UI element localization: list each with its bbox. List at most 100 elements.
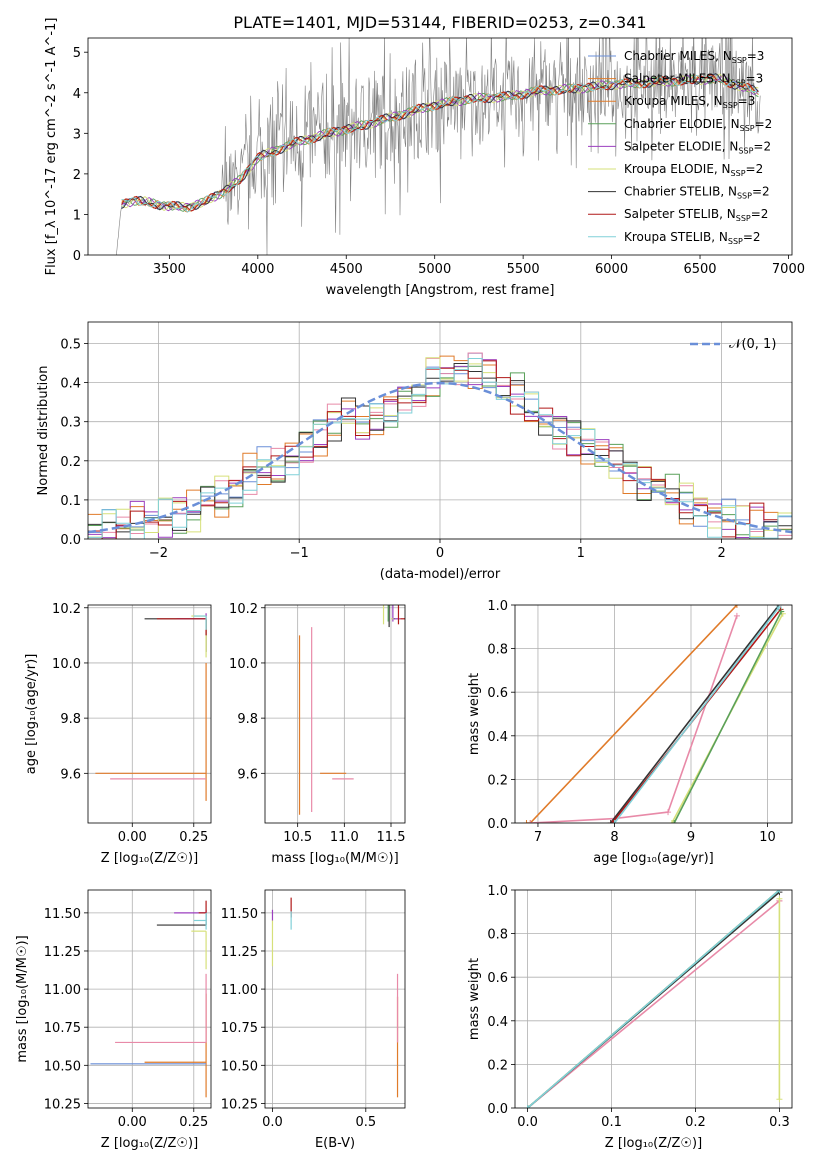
x-axis-label: wavelength [Angstrom, rest frame] (326, 283, 555, 298)
x-tick-label: 4500 (330, 262, 363, 277)
cumulative-weight-line (613, 606, 780, 823)
plot-area (116, 38, 761, 255)
plot-area (298, 605, 405, 815)
y-tick-label: 3 (73, 127, 81, 142)
y-tick-label: 0.4 (487, 730, 508, 745)
legend-subscript: SSP (731, 79, 746, 88)
y-tick-label: 10.25 (221, 1097, 258, 1112)
x-tick-label: 11.5 (377, 830, 406, 845)
y-tick-label: 11.25 (44, 945, 81, 960)
axes-frame (87, 321, 793, 540)
y-tick-label: 11.50 (221, 907, 258, 922)
y-tick-label: 1.0 (487, 599, 508, 614)
y-tick-label: 9.8 (60, 712, 81, 727)
data-point-marker (776, 895, 783, 902)
x-tick-label: −2 (149, 546, 168, 561)
legend-label: Chabrier ELODIE, NSSP=2 (624, 117, 772, 133)
y-tick-label: 1 (73, 208, 81, 223)
legend-suffix: =2 (746, 162, 764, 176)
y-axis-label: mass weight (467, 958, 482, 1040)
spectrum-panel: 3500 4000 4500 5000 5500 6000 6500 7000 0 1 2 3 4 5 wa… (44, 18, 805, 298)
y-tick-label: 9.6 (60, 767, 81, 782)
y-tick-label: 0.8 (487, 643, 508, 658)
x-tick-label: 7000 (772, 262, 805, 277)
data-point-marker (776, 1096, 783, 1103)
cumulative-weight-line (527, 900, 780, 1108)
y-tick-label: 1.0 (487, 884, 508, 899)
legend-label: Kroupa MILES, NSSP=3 (624, 94, 755, 110)
y-tick-label: 0.0 (487, 817, 508, 832)
y-tick-label: 0.8 (487, 928, 508, 943)
mass-vs-ebv-panel: 0.0 0.5 10.25 10.50 10.75 11.00 11.25 11.50 E(B-… (221, 889, 406, 1151)
x-tick-label: 7 (534, 830, 542, 845)
y-tick-label: 10.75 (44, 1021, 81, 1036)
x-tick-label: 0.25 (179, 1115, 208, 1130)
axes-frame (514, 604, 793, 824)
y-tick-label: 10.2 (229, 602, 258, 617)
data-point-marker (611, 820, 618, 823)
legend-suffix: =3 (746, 72, 764, 86)
plot-area (88, 352, 792, 539)
y-tick-label: 10.25 (44, 1097, 81, 1112)
x-axis-label: (data-model)/error (380, 567, 501, 582)
legend-subscript: SSP (736, 214, 751, 223)
legend-subscript: SSP (723, 101, 738, 110)
x-tick-label: 0.00 (118, 1115, 147, 1130)
model-spectrum-line (121, 73, 759, 211)
legend-label: Salpeter MILES, NSSP=3 (624, 72, 763, 88)
x-tick-label: 0.0 (262, 1115, 283, 1130)
legend-label: Kroupa STELIB, NSSP=2 (624, 230, 761, 246)
plot-area (524, 890, 783, 1108)
x-axis-label: Z [log₁₀(Z/Z☉)] (101, 851, 198, 866)
x-tick-label: 1 (577, 546, 585, 561)
chart-title: PLATE=1401, MJD=53144, FIBERID=0253, z=0… (233, 13, 646, 32)
x-tick-label: 10 (759, 830, 776, 845)
y-tick-label: 0.2 (487, 1058, 508, 1073)
y-tick-label: 10.0 (52, 657, 81, 672)
x-tick-label: 0.00 (118, 830, 147, 845)
y-tick-label: 0.2 (487, 773, 508, 788)
legend-subscript: SSP (728, 237, 743, 246)
axes-frame (87, 604, 212, 824)
normal-distribution-curve (88, 381, 792, 534)
legend-label: Salpeter ELODIE, NSSP=2 (624, 139, 771, 155)
legend-subscript: SSP (732, 56, 747, 65)
y-axis-label: mass weight (467, 673, 482, 755)
plot-area (523, 605, 786, 823)
axes-frame (264, 889, 406, 1109)
y-tick-label: 9.6 (237, 767, 258, 782)
data-point-marker (527, 820, 534, 823)
age-vs-metallicity-panel: 0.00 0.25 9.6 9.8 10.0 10.2 Z [log₁₀(Z/Z☉)] age… (24, 602, 212, 866)
legend-label: 𝒩(0, 1) (729, 337, 776, 352)
plot-area (271, 897, 399, 1098)
x-tick-label: 4000 (241, 262, 274, 277)
y-tick-label: 0.5 (60, 338, 81, 353)
y-tick-label: 0 (73, 249, 81, 264)
x-tick-label: 2 (717, 546, 725, 561)
cumulative-weight-line (673, 611, 783, 823)
y-axis-label: Normed distribution (36, 366, 51, 496)
axes-frame (514, 889, 793, 1109)
legend-suffix: =2 (743, 230, 761, 244)
age-vs-mass-panel: 10.5 11.0 11.5 9.6 9.8 10.0 10.2 mass [log₁₀(M/… (229, 602, 406, 866)
legend-subscript: SSP (737, 192, 752, 201)
legend-suffix: =2 (752, 185, 770, 199)
data-point-marker (609, 820, 616, 823)
x-tick-label: 5500 (507, 262, 540, 277)
y-tick-label: 10.0 (229, 657, 258, 672)
y-tick-label: 10.50 (44, 1059, 81, 1074)
y-tick-label: 0.0 (487, 1102, 508, 1117)
legend-subscript: SSP (731, 169, 746, 178)
x-axis-label: Z [log₁₀(Z/Z☉)] (605, 1136, 702, 1151)
legend-label: Chabrier STELIB, NSSP=2 (624, 185, 770, 201)
y-tick-label: 11.25 (221, 945, 258, 960)
data-point-marker (671, 820, 678, 823)
axes-frame (87, 37, 793, 256)
cumulative-metallicity-panel: 0.0 0.1 0.2 0.3 0.0 0.2 0.4 0.6 0.8 1.0 Z [log₁₀(Z… (467, 884, 793, 1151)
axes-frame (87, 889, 212, 1109)
x-tick-label: 3500 (153, 262, 186, 277)
x-tick-label: 0.1 (601, 1115, 622, 1130)
x-tick-label: 9 (687, 830, 695, 845)
data-point-marker (665, 809, 672, 816)
legend-suffix: =2 (755, 117, 773, 131)
